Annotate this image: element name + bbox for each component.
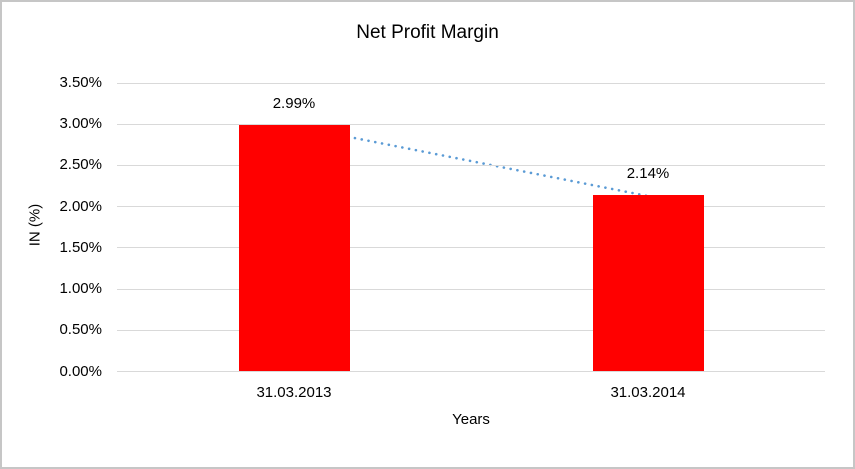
gridline — [117, 164, 825, 166]
gridline — [117, 288, 825, 290]
bar — [592, 195, 704, 372]
gridline — [117, 123, 825, 125]
chart-title: Net Profit Margin — [356, 22, 499, 43]
x-axis-title: Years — [452, 411, 490, 428]
y-axis-tick-label: 2.00% — [59, 197, 102, 215]
y-axis-tick-label: 0.00% — [59, 362, 102, 380]
y-axis-tick-label: 1.50% — [59, 238, 102, 256]
data-label: 2.99% — [272, 95, 316, 113]
y-axis-tick-label: 1.00% — [59, 280, 102, 298]
x-axis-tick-label: 31.03.2013 — [256, 383, 332, 401]
x-axis-tick-label: 31.03.2014 — [610, 383, 686, 401]
gridline — [117, 329, 825, 331]
y-axis-tick-label: 3.50% — [59, 74, 102, 91]
y-axis-tick-label: 2.50% — [59, 156, 102, 174]
gridline — [117, 206, 825, 208]
y-axis-tick-label: 0.50% — [59, 321, 102, 339]
gridline — [117, 371, 825, 372]
gridline — [117, 82, 825, 84]
gridline — [117, 247, 825, 249]
y-axis-tick-label: 3.00% — [59, 115, 102, 133]
data-label: 2.14% — [626, 165, 670, 183]
bar — [238, 125, 350, 372]
